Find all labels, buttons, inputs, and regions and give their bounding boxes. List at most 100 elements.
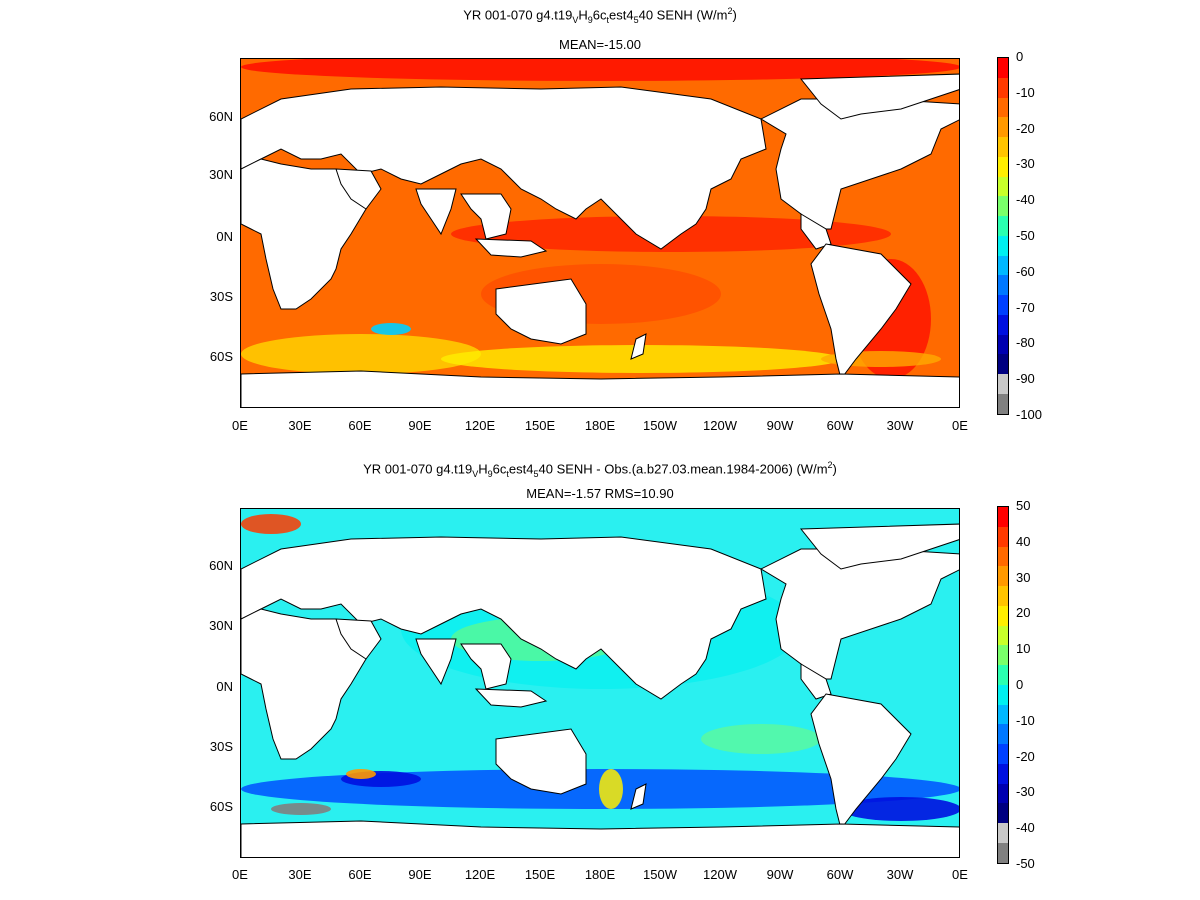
- colorbar-tick: -50: [1016, 856, 1035, 871]
- panel-top-subtitle: MEAN=-15.00: [558, 37, 641, 52]
- x-tick: 150W: [643, 418, 677, 433]
- colorbar-tick: 40: [1016, 533, 1031, 549]
- colorbar-swatch: [998, 196, 1008, 217]
- landmass-india: [415, 638, 457, 686]
- colorbar-swatch: [998, 526, 1008, 547]
- field-anomaly: [701, 724, 821, 754]
- colorbar-tick: -50: [1016, 228, 1035, 243]
- colorbar-swatch: [998, 763, 1008, 784]
- x-tick: 0E: [952, 418, 968, 433]
- colorbar-swatch: [998, 625, 1008, 646]
- colorbar-tick: 50: [1016, 498, 1031, 513]
- colorbar-swatch: [998, 823, 1008, 844]
- x-tick: 150E: [524, 418, 556, 433]
- x-tick: 60E: [348, 867, 372, 882]
- field-anomaly: [599, 769, 623, 809]
- x-tick: 90W: [766, 867, 794, 882]
- y-tick: 30S: [209, 739, 233, 754]
- colorbar-tick: -30: [1016, 784, 1035, 800]
- colorbar-tick: -10: [1016, 712, 1035, 728]
- landmass-greenland: [799, 523, 959, 570]
- landmass-namerica: [759, 98, 959, 230]
- x-tick: 30E: [288, 418, 312, 433]
- colorbar-tick: 0: [1016, 49, 1024, 64]
- landmass-samerica: [810, 693, 912, 831]
- x-tick: 180E: [584, 867, 616, 882]
- colorbar-swatch: [998, 665, 1008, 685]
- y-tick: 30N: [209, 167, 233, 182]
- y-tick: 0N: [216, 229, 233, 244]
- colorbar-tick: -30: [1016, 156, 1035, 172]
- landmass-arabia: [335, 618, 382, 660]
- field-anomaly: [241, 59, 959, 81]
- colorbar-tick: 0: [1016, 677, 1024, 692]
- colorbar-tick: -100: [1016, 407, 1043, 422]
- colorbar-tick: -60: [1016, 263, 1035, 279]
- colorbar-swatch: [998, 295, 1008, 315]
- y-tick: 30S: [209, 289, 233, 304]
- colorbar-tick: 20: [1016, 605, 1031, 621]
- colorbar-swatch: [998, 704, 1008, 725]
- colorbar-swatch: [998, 314, 1008, 335]
- landmass-africa: [241, 158, 367, 310]
- landmass-antarctica: [241, 820, 959, 857]
- landmass-africa: [241, 608, 367, 760]
- x-tick: 150W: [643, 867, 677, 882]
- colorbar-swatch: [998, 645, 1008, 666]
- colorbar-swatch: [998, 724, 1008, 745]
- field-anomaly: [371, 323, 411, 335]
- field-anomaly: [241, 334, 481, 374]
- colorbar-swatch: [998, 354, 1008, 375]
- x-tick: 60W: [826, 418, 854, 433]
- colorbar-tick: 10: [1016, 641, 1031, 657]
- field-anomaly: [346, 769, 376, 779]
- x-tick: 90E: [408, 418, 432, 433]
- landmass-indonesia: [474, 238, 548, 258]
- y-tick: 60N: [209, 109, 233, 124]
- map-bottom: [240, 508, 960, 858]
- landmass-india: [415, 188, 457, 236]
- colorbar-swatch: [998, 605, 1008, 626]
- x-tick: 90W: [766, 418, 794, 433]
- colorbar-tick: -90: [1016, 371, 1035, 387]
- map-top: [240, 58, 960, 408]
- x-tick: 0E: [232, 418, 248, 433]
- x-tick: 120W: [703, 867, 737, 882]
- landmass-antarctica: [241, 370, 959, 407]
- x-tick: 90E: [408, 867, 432, 882]
- colorbar-tick: -70: [1016, 299, 1035, 315]
- panel-bottom-title: YR 001-070 g4.t19VH96ctest4540 SENH - Ob…: [363, 460, 837, 479]
- landmass-australia: [495, 728, 587, 795]
- colorbar-swatch: [998, 783, 1008, 804]
- y-tick: 0N: [216, 679, 233, 694]
- colorbar-swatch: [998, 803, 1008, 824]
- colorbar-swatch: [998, 176, 1008, 197]
- colorbar-tick: -10: [1016, 84, 1035, 100]
- field-anomaly: [841, 797, 959, 821]
- x-tick: 120E: [464, 867, 496, 882]
- landmass-asiaEurope: [241, 536, 767, 700]
- x-tick: 60W: [826, 867, 854, 882]
- y-tick: 60S: [209, 799, 233, 814]
- colorbar-tick: -40: [1016, 820, 1035, 836]
- landmass-seasia: [460, 193, 512, 240]
- landmass-nz: [630, 333, 647, 360]
- landmass-indonesia: [474, 688, 548, 708]
- colorbar-swatch: [998, 566, 1008, 587]
- landmass-samerica: [810, 243, 912, 381]
- y-tick: 60N: [209, 558, 233, 573]
- colorbar-swatch: [998, 394, 1008, 414]
- x-tick: 30W: [886, 418, 914, 433]
- x-tick: 180E: [584, 418, 616, 433]
- landmass-asiaEurope: [241, 86, 767, 250]
- colorbar-swatch: [998, 58, 1008, 78]
- y-tick: 30N: [209, 618, 233, 633]
- colorbar-bottom: [997, 506, 1009, 864]
- colorbar-swatch: [998, 117, 1008, 138]
- colorbar-swatch: [998, 156, 1008, 177]
- y-tick: 60S: [209, 349, 233, 364]
- landmass-greenland: [799, 73, 959, 120]
- field-anomaly: [271, 803, 331, 815]
- colorbar-swatch: [998, 744, 1008, 764]
- field-anomaly: [241, 514, 301, 534]
